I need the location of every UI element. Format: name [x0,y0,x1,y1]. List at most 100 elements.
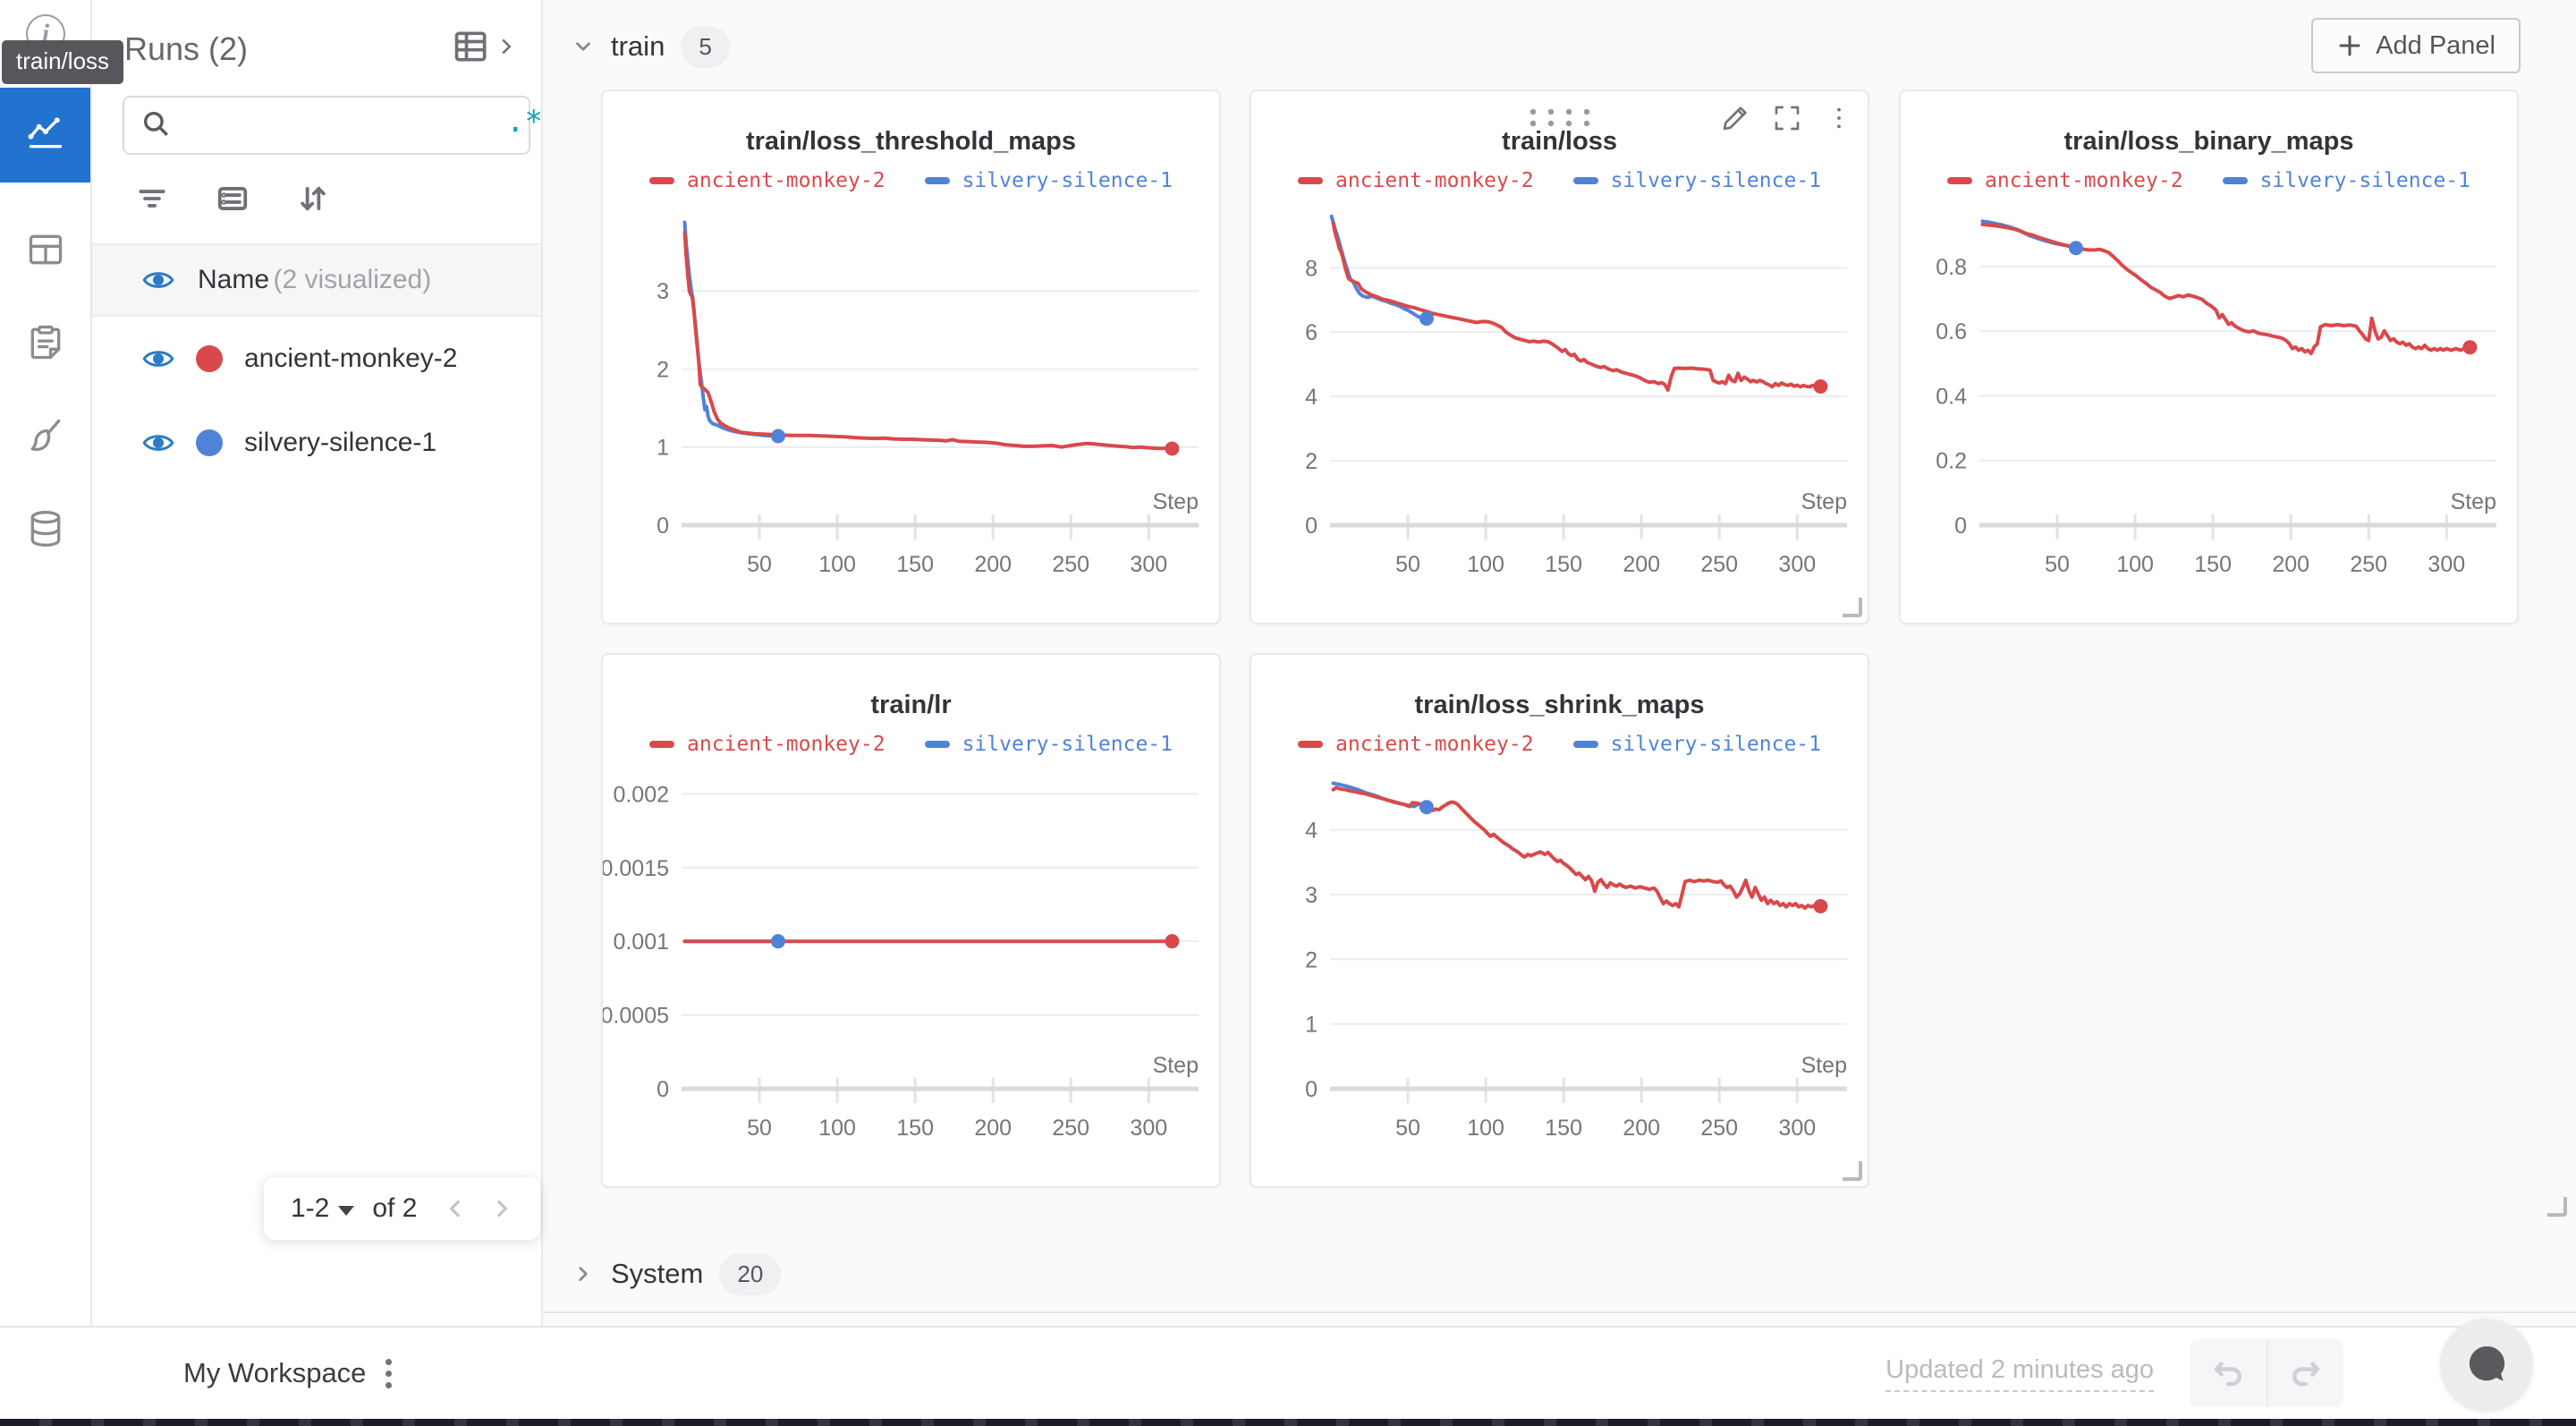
svg-text:250: 250 [2350,552,2387,577]
legend-item-ancient-monkey-2: ancient-monkey-2 [1298,733,1534,756]
section-train-label: train [611,30,665,62]
line-chart-icon [26,114,65,157]
chat-bubble-button[interactable] [2440,1319,2533,1412]
svg-text:0: 0 [657,514,669,539]
run-search-input[interactable] [183,111,506,140]
run-name-label: ancient-monkey-2 [244,344,458,373]
run-search: .* [123,96,543,155]
chart-plot-area[interactable]: 0 2 4 6 8 50 100 150 200 250 300 Step [1251,194,1871,606]
legend-dash-icon [924,177,950,184]
nav-item-tables[interactable] [0,204,90,299]
chevron-right-icon [579,1267,588,1281]
panel-train/loss_binary_maps: train/loss_binary_maps ancient-monkey-2 si… [1899,89,2519,624]
run-row-ancient-monkey-2[interactable]: ancient-monkey-2 [92,317,541,401]
run-row-silvery-silence-1[interactable]: silvery-silence-1 [92,401,541,485]
kebab-menu-icon[interactable] [1825,104,1853,132]
runs-toolbar [92,155,541,243]
svg-text:0.0015: 0.0015 [603,856,669,881]
svg-text:250: 250 [1052,552,1089,577]
svg-text:300: 300 [1778,1116,1816,1141]
group-list-icon[interactable] [216,182,250,220]
svg-text:0: 0 [657,1077,669,1102]
redo-icon [2292,1362,2319,1387]
svg-text:200: 200 [974,552,1012,577]
legend-item-ancient-monkey-2: ancient-monkey-2 [1298,169,1534,192]
add-panel-button[interactable]: Add Panel [2311,18,2521,73]
legend-item-ancient-monkey-2: ancient-monkey-2 [1947,169,2183,192]
caret-down-icon [338,1205,355,1216]
svg-text:Step: Step [1801,1053,1847,1078]
chart-plot-area[interactable]: 0 0.0005 0.001 0.0015 0.002 50 100 150 200 250 300… [603,758,1223,1169]
chart-title: train/loss_shrink_maps [1414,691,1705,719]
panel-train/loss: train/loss ancient-monkey-2 silvery-silenc… [1250,89,1869,624]
svg-text:150: 150 [896,552,934,577]
visibility-all-eye-icon[interactable] [142,264,174,296]
svg-text:300: 300 [1130,1116,1167,1141]
runs-header-row: Name (2 visualized) [92,243,541,317]
page-size-dropdown[interactable]: 1-2 [291,1193,355,1224]
svg-text:300: 300 [1778,552,1816,577]
runs-pagination: 1-2 of 2 [264,1177,541,1240]
svg-text:0.002: 0.002 [613,782,669,807]
svg-text:50: 50 [747,552,772,577]
chart-legend: ancient-monkey-2 silvery-silence-1 [1251,169,1868,192]
svg-text:4: 4 [1305,819,1318,844]
svg-text:0.001: 0.001 [613,929,669,955]
plus-icon [2339,35,2360,56]
visibility-eye-icon[interactable] [142,343,174,375]
nav-item-artifacts[interactable] [0,483,90,578]
chevron-right-icon [495,33,518,64]
workspace-menu-icon[interactable] [386,1358,393,1388]
expand-runs-table-button[interactable] [452,27,518,71]
drag-handle-icon[interactable] [1524,106,1596,129]
section-train[interactable]: train 5 [543,18,2576,75]
svg-text:3: 3 [657,279,669,304]
next-page-icon[interactable] [490,1197,513,1220]
chart-plot-area[interactable]: 0 1 2 3 4 50 100 150 200 250 300 Step [1251,758,1871,1169]
svg-text:250: 250 [1052,1116,1089,1141]
nav-item-sweeps[interactable] [0,390,90,485]
run-color-dot [196,345,223,372]
workspace-title: My Workspace [183,1357,367,1388]
svg-text:200: 200 [974,1116,1012,1141]
svg-text:Step: Step [1801,489,1847,514]
nav-item-charts[interactable] [0,88,90,182]
legend-item-silvery-silence-1: silvery-silence-1 [924,733,1173,756]
panel-actions [1721,104,1853,132]
section-resize-handle[interactable] [2547,1197,2567,1217]
legend-dash-icon [1572,741,1598,748]
runs-table-icon [452,27,491,71]
nav-rail: i [0,0,92,1326]
prev-page-icon[interactable] [444,1197,467,1220]
legend-dash-icon [649,741,675,748]
edit-pencil-icon[interactable] [1721,104,1750,132]
chart-plot-area[interactable]: 0 0.2 0.4 0.6 0.8 50 100 150 200 250 300 Step [1901,194,2521,606]
svg-text:Step: Step [2451,489,2496,514]
pagination-total: of 2 [372,1193,418,1223]
legend-item-silvery-silence-1: silvery-silence-1 [924,169,1173,192]
svg-text:100: 100 [1467,1116,1504,1141]
legend-item-ancient-monkey-2: ancient-monkey-2 [649,733,886,756]
sort-icon[interactable] [296,182,330,220]
chart-legend: ancient-monkey-2 silvery-silence-1 [1251,733,1868,756]
panel-resize-handle[interactable] [1843,598,1862,617]
table-layout-icon [26,230,65,274]
nav-item-logs[interactable] [0,297,90,392]
filter-icon[interactable] [135,182,169,220]
updated-timestamp: Updated 2 minutes ago [1885,1355,2154,1392]
panel-resize-handle[interactable] [1843,1161,1862,1181]
chart-title: train/loss_threshold_maps [745,127,1077,156]
svg-text:0: 0 [1305,514,1318,539]
svg-text:50: 50 [747,1116,772,1141]
section-system[interactable]: System 20 [543,1245,2576,1303]
chart-plot-area[interactable]: 0 1 2 3 50 100 150 200 250 300 Step [603,194,1223,606]
legend-dash-icon [649,177,675,184]
legend-item-silvery-silence-1: silvery-silence-1 [1572,733,1821,756]
regex-toggle-icon[interactable]: .* [506,104,543,140]
visibility-eye-icon[interactable] [142,427,174,459]
runs-panel-title: Runs (2) [124,30,249,67]
fullscreen-icon[interactable] [1773,104,1801,132]
redo-button[interactable] [2267,1339,2343,1407]
undo-button[interactable] [2190,1339,2267,1407]
